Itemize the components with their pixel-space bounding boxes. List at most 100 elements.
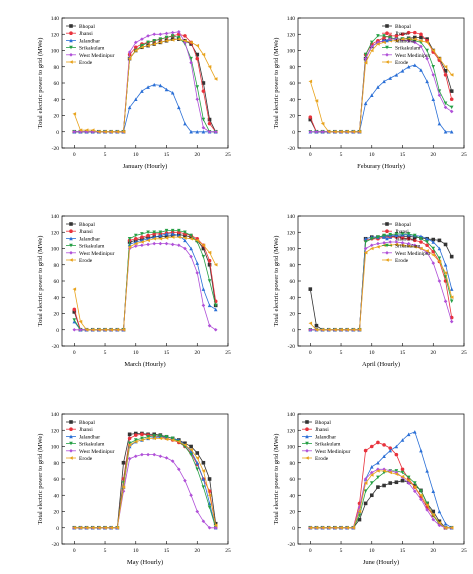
y-tick-label: -20: [52, 542, 60, 548]
x-tick-label: 15: [400, 152, 406, 158]
data-point-erode: [72, 287, 77, 291]
data-point-west-medinipur: [437, 279, 442, 283]
data-point-jalandhar: [431, 489, 436, 493]
x-tick-label: 20: [195, 350, 201, 356]
data-point-west-medinipur: [201, 125, 206, 130]
data-point-erode: [177, 235, 181, 239]
legend-marker: [69, 38, 73, 43]
plot-frame: [297, 17, 465, 149]
legend-marker: [305, 427, 309, 431]
legend-marker: [305, 449, 309, 453]
data-point-srikakulam: [140, 232, 144, 236]
y-tick-label: -20: [52, 344, 60, 350]
series-line-west-medinipur: [310, 241, 453, 331]
legend-marker: [305, 441, 309, 446]
legend-marker: [69, 243, 73, 248]
data-point-erode: [170, 235, 175, 239]
data-point-jalandhar: [431, 240, 436, 244]
legend-marker: [69, 420, 73, 424]
legend-marker: [305, 434, 309, 439]
data-point-erode: [376, 469, 380, 473]
data-point-erode: [207, 64, 212, 69]
legend-marker: [69, 251, 73, 255]
legend-label: Srikakulam: [79, 244, 105, 250]
data-point-jhansi: [400, 467, 405, 472]
data-point-west-medinipur: [164, 31, 169, 36]
data-point-erode: [443, 64, 448, 69]
data-point-srikakulam: [152, 38, 157, 43]
legend-label: Erode: [315, 456, 329, 462]
data-point-west-medinipur: [449, 319, 454, 324]
data-point-erode: [170, 438, 175, 442]
data-point-west-medinipur: [394, 240, 399, 244]
data-point-jalandhar: [363, 236, 368, 241]
data-point-west-medinipur: [369, 470, 374, 475]
data-point-erode: [443, 525, 448, 530]
data-point-jalandhar: [443, 521, 448, 526]
data-point-west-medinipur: [72, 129, 77, 134]
data-point-bhopal: [207, 262, 212, 267]
legend-marker: [69, 456, 73, 460]
x-tick-label: 25: [225, 152, 231, 158]
data-point-jhansi: [425, 243, 429, 248]
data-point-erode: [400, 474, 405, 479]
data-point-erode: [97, 129, 101, 134]
data-point-erode: [78, 525, 83, 530]
data-point-erode: [115, 327, 120, 332]
y-tick-label: 80: [54, 461, 60, 467]
data-point-west-medinipur: [158, 241, 163, 246]
legend-label: Srikakulam: [79, 442, 105, 448]
data-point-srikakulam: [170, 228, 175, 233]
series-line-srikakulam: [310, 470, 452, 529]
data-point-bhopal: [419, 35, 423, 40]
data-point-west-medinipur: [152, 32, 157, 37]
data-point-west-medinipur: [146, 34, 150, 38]
legend-marker: [385, 53, 389, 57]
data-point-erode: [437, 259, 442, 264]
data-point-erode: [382, 40, 386, 45]
x-tick-label: 10: [369, 350, 375, 356]
data-point-west-medinipur: [449, 109, 454, 114]
x-tick-label: 0: [73, 350, 76, 356]
y-tick-label: 0: [292, 130, 295, 136]
data-point-jhansi: [419, 32, 423, 37]
data-point-erode: [425, 503, 429, 507]
legend-marker: [385, 38, 389, 43]
x-tick-label: 20: [431, 548, 437, 554]
legend-label: West Medinipur: [79, 251, 115, 257]
legend-marker: [385, 60, 389, 64]
data-point-west-medinipur: [357, 505, 362, 510]
data-point-srikakulam: [406, 232, 411, 236]
y-tick-label: 0: [56, 130, 59, 136]
legend-label: Erode: [395, 258, 409, 264]
data-point-erode: [314, 99, 319, 103]
data-point-erode: [345, 129, 349, 134]
data-point-srikakulam: [382, 233, 386, 238]
y-tick-label: 20: [290, 510, 296, 516]
data-point-jalandhar: [419, 448, 423, 453]
data-point-jalandhar: [449, 129, 454, 134]
data-point-west-medinipur: [189, 60, 193, 65]
series-line-west-medinipur: [310, 468, 452, 529]
data-point-bhopal: [121, 460, 126, 465]
data-point-erode: [320, 525, 325, 530]
data-point-erode: [351, 129, 356, 134]
data-point-erode: [152, 436, 157, 441]
y-tick-label: 140: [287, 214, 296, 220]
y-tick-label: 80: [290, 65, 296, 71]
y-tick-label: 40: [54, 295, 60, 301]
data-point-erode: [363, 250, 368, 255]
legend-label: Bhopal: [315, 420, 331, 426]
data-point-jhansi: [449, 97, 454, 102]
data-point-jalandhar: [183, 121, 187, 126]
data-point-west-medinipur: [382, 467, 386, 472]
data-point-srikakulam: [431, 246, 436, 251]
data-point-erode: [369, 473, 374, 477]
legend-marker: [385, 31, 389, 36]
data-point-west-medinipur: [419, 497, 423, 502]
data-point-srikakulam: [127, 236, 132, 241]
data-point-west-medinipur: [72, 327, 77, 332]
data-point-erode: [345, 525, 349, 530]
data-point-srikakulam: [425, 240, 429, 244]
legend-label: West Medinipur: [395, 53, 431, 59]
